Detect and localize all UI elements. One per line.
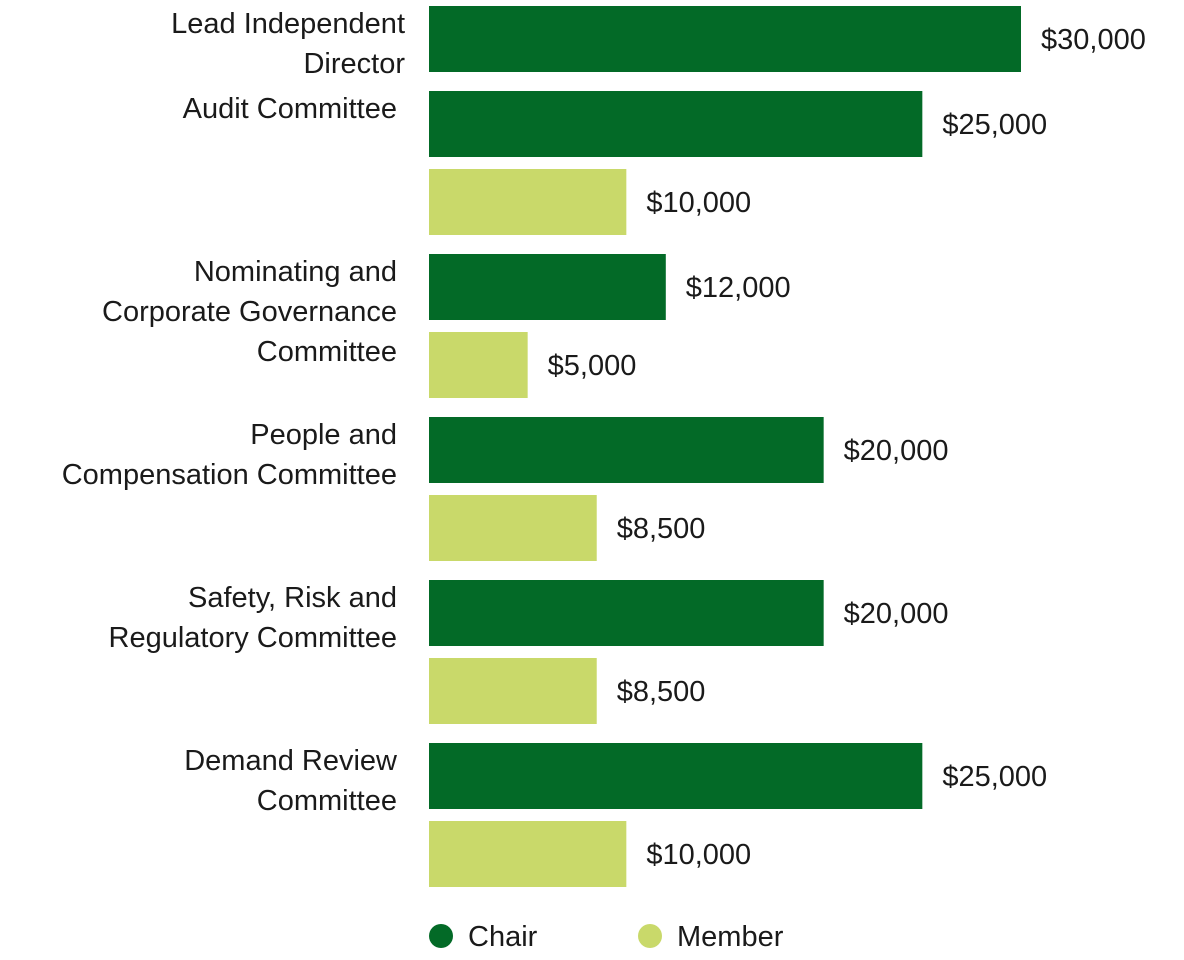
category-label-3-line-0: People and (250, 419, 397, 451)
bar-member-1 (429, 169, 627, 235)
bar-chair-1 (429, 91, 923, 157)
legend-swatch-chair (429, 924, 453, 948)
category-label-4-line-0: Safety, Risk and (188, 582, 397, 614)
bar-member-2 (429, 332, 528, 398)
value-label-member-2: $5,000 (548, 350, 637, 382)
category-label-5-line-0: Demand Review (184, 745, 398, 777)
value-label-chair-4: $20,000 (844, 598, 949, 630)
category-label-0-line-0: Lead Independent (171, 8, 405, 40)
category-label-2-line-2: Committee (257, 336, 397, 368)
legend-label-member: Member (677, 921, 784, 953)
bar-member-4 (429, 658, 597, 724)
category-labels: Lead Independent Director Audit Committee N… (62, 8, 406, 817)
bar-member-3 (429, 495, 597, 561)
value-label-member-5: $10,000 (646, 839, 751, 871)
value-label-chair-5: $25,000 (942, 761, 1047, 793)
value-label-member-3: $8,500 (617, 513, 706, 545)
bar-member-5 (429, 821, 627, 887)
category-label-2-line-0: Nominating and (194, 256, 397, 288)
value-label-chair-2: $12,000 (686, 272, 791, 304)
category-label-2-line-1: Corporate Governance (102, 296, 397, 328)
category-label-5-line-1: Committee (257, 785, 397, 817)
chart-marks: $30,000 $25,000 $10,000 $12,000 $5,000 $20,00… (429, 6, 1146, 887)
bar-chair-2 (429, 254, 666, 320)
value-label-chair-1: $25,000 (942, 109, 1047, 141)
bar-chair-5 (429, 743, 923, 809)
category-label-1-line-0: Audit Committee (183, 93, 397, 125)
value-label-chair-3: $20,000 (844, 435, 949, 467)
bar-chair-0 (429, 6, 1021, 72)
bar-chair-3 (429, 417, 824, 483)
legend-swatch-member (638, 924, 662, 948)
legend: Chair Member (429, 921, 784, 953)
value-label-member-4: $8,500 (617, 676, 706, 708)
value-label-chair-0: $30,000 (1041, 24, 1146, 56)
value-label-member-1: $10,000 (646, 187, 751, 219)
category-label-0-line-1: Director (303, 48, 405, 80)
category-label-3-line-1: Compensation Committee (62, 459, 397, 491)
bar-chair-4 (429, 580, 824, 646)
category-label-4-line-1: Regulatory Committee (109, 622, 398, 654)
legend-label-chair: Chair (468, 921, 538, 953)
